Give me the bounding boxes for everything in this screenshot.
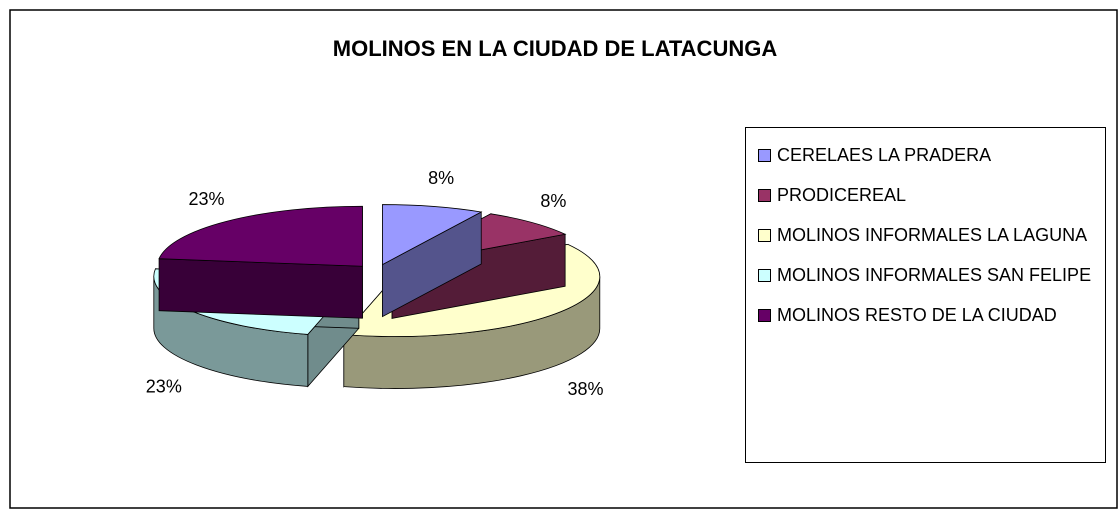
- data-label: 38%: [568, 379, 604, 399]
- legend-item: MOLINOS RESTO DE LA CIUDAD: [758, 302, 1097, 328]
- data-label: 8%: [428, 168, 454, 188]
- slice: [382, 204, 483, 266]
- legend-label: PRODICEREAL: [777, 185, 907, 205]
- legend-item: MOLINOS INFORMALES LA LAGUNA: [758, 222, 1097, 248]
- data-label: 23%: [189, 189, 225, 209]
- data-label: 23%: [146, 377, 182, 397]
- legend-label: MOLINOS INFORMALES SAN FELIPE: [777, 265, 1092, 285]
- legend: CERELAES LA PRADERA PRODICEREAL MOLINOS IN…: [745, 127, 1106, 463]
- slice: [158, 205, 363, 267]
- data-label: 8%: [540, 191, 566, 211]
- legend-item: PRODICEREAL: [758, 182, 1097, 208]
- legend-label: CERELAES LA PRADERA: [777, 145, 992, 165]
- legend-swatch: [758, 189, 771, 202]
- slice-wall: [158, 258, 363, 319]
- legend-label: MOLINOS RESTO DE LA CIUDAD: [777, 305, 1057, 325]
- legend-swatch: [758, 229, 771, 242]
- chart-title: MOLINOS EN LA CIUDAD DE LATACUNGA: [333, 36, 778, 61]
- legend-swatch: [758, 269, 771, 282]
- legend-item: CERELAES LA PRADERA: [758, 142, 1097, 168]
- legend-item: MOLINOS INFORMALES SAN FELIPE: [758, 262, 1097, 288]
- legend-label: MOLINOS INFORMALES LA LAGUNA: [777, 225, 1088, 245]
- legend-swatch: [758, 149, 771, 162]
- legend-swatch: [758, 309, 771, 322]
